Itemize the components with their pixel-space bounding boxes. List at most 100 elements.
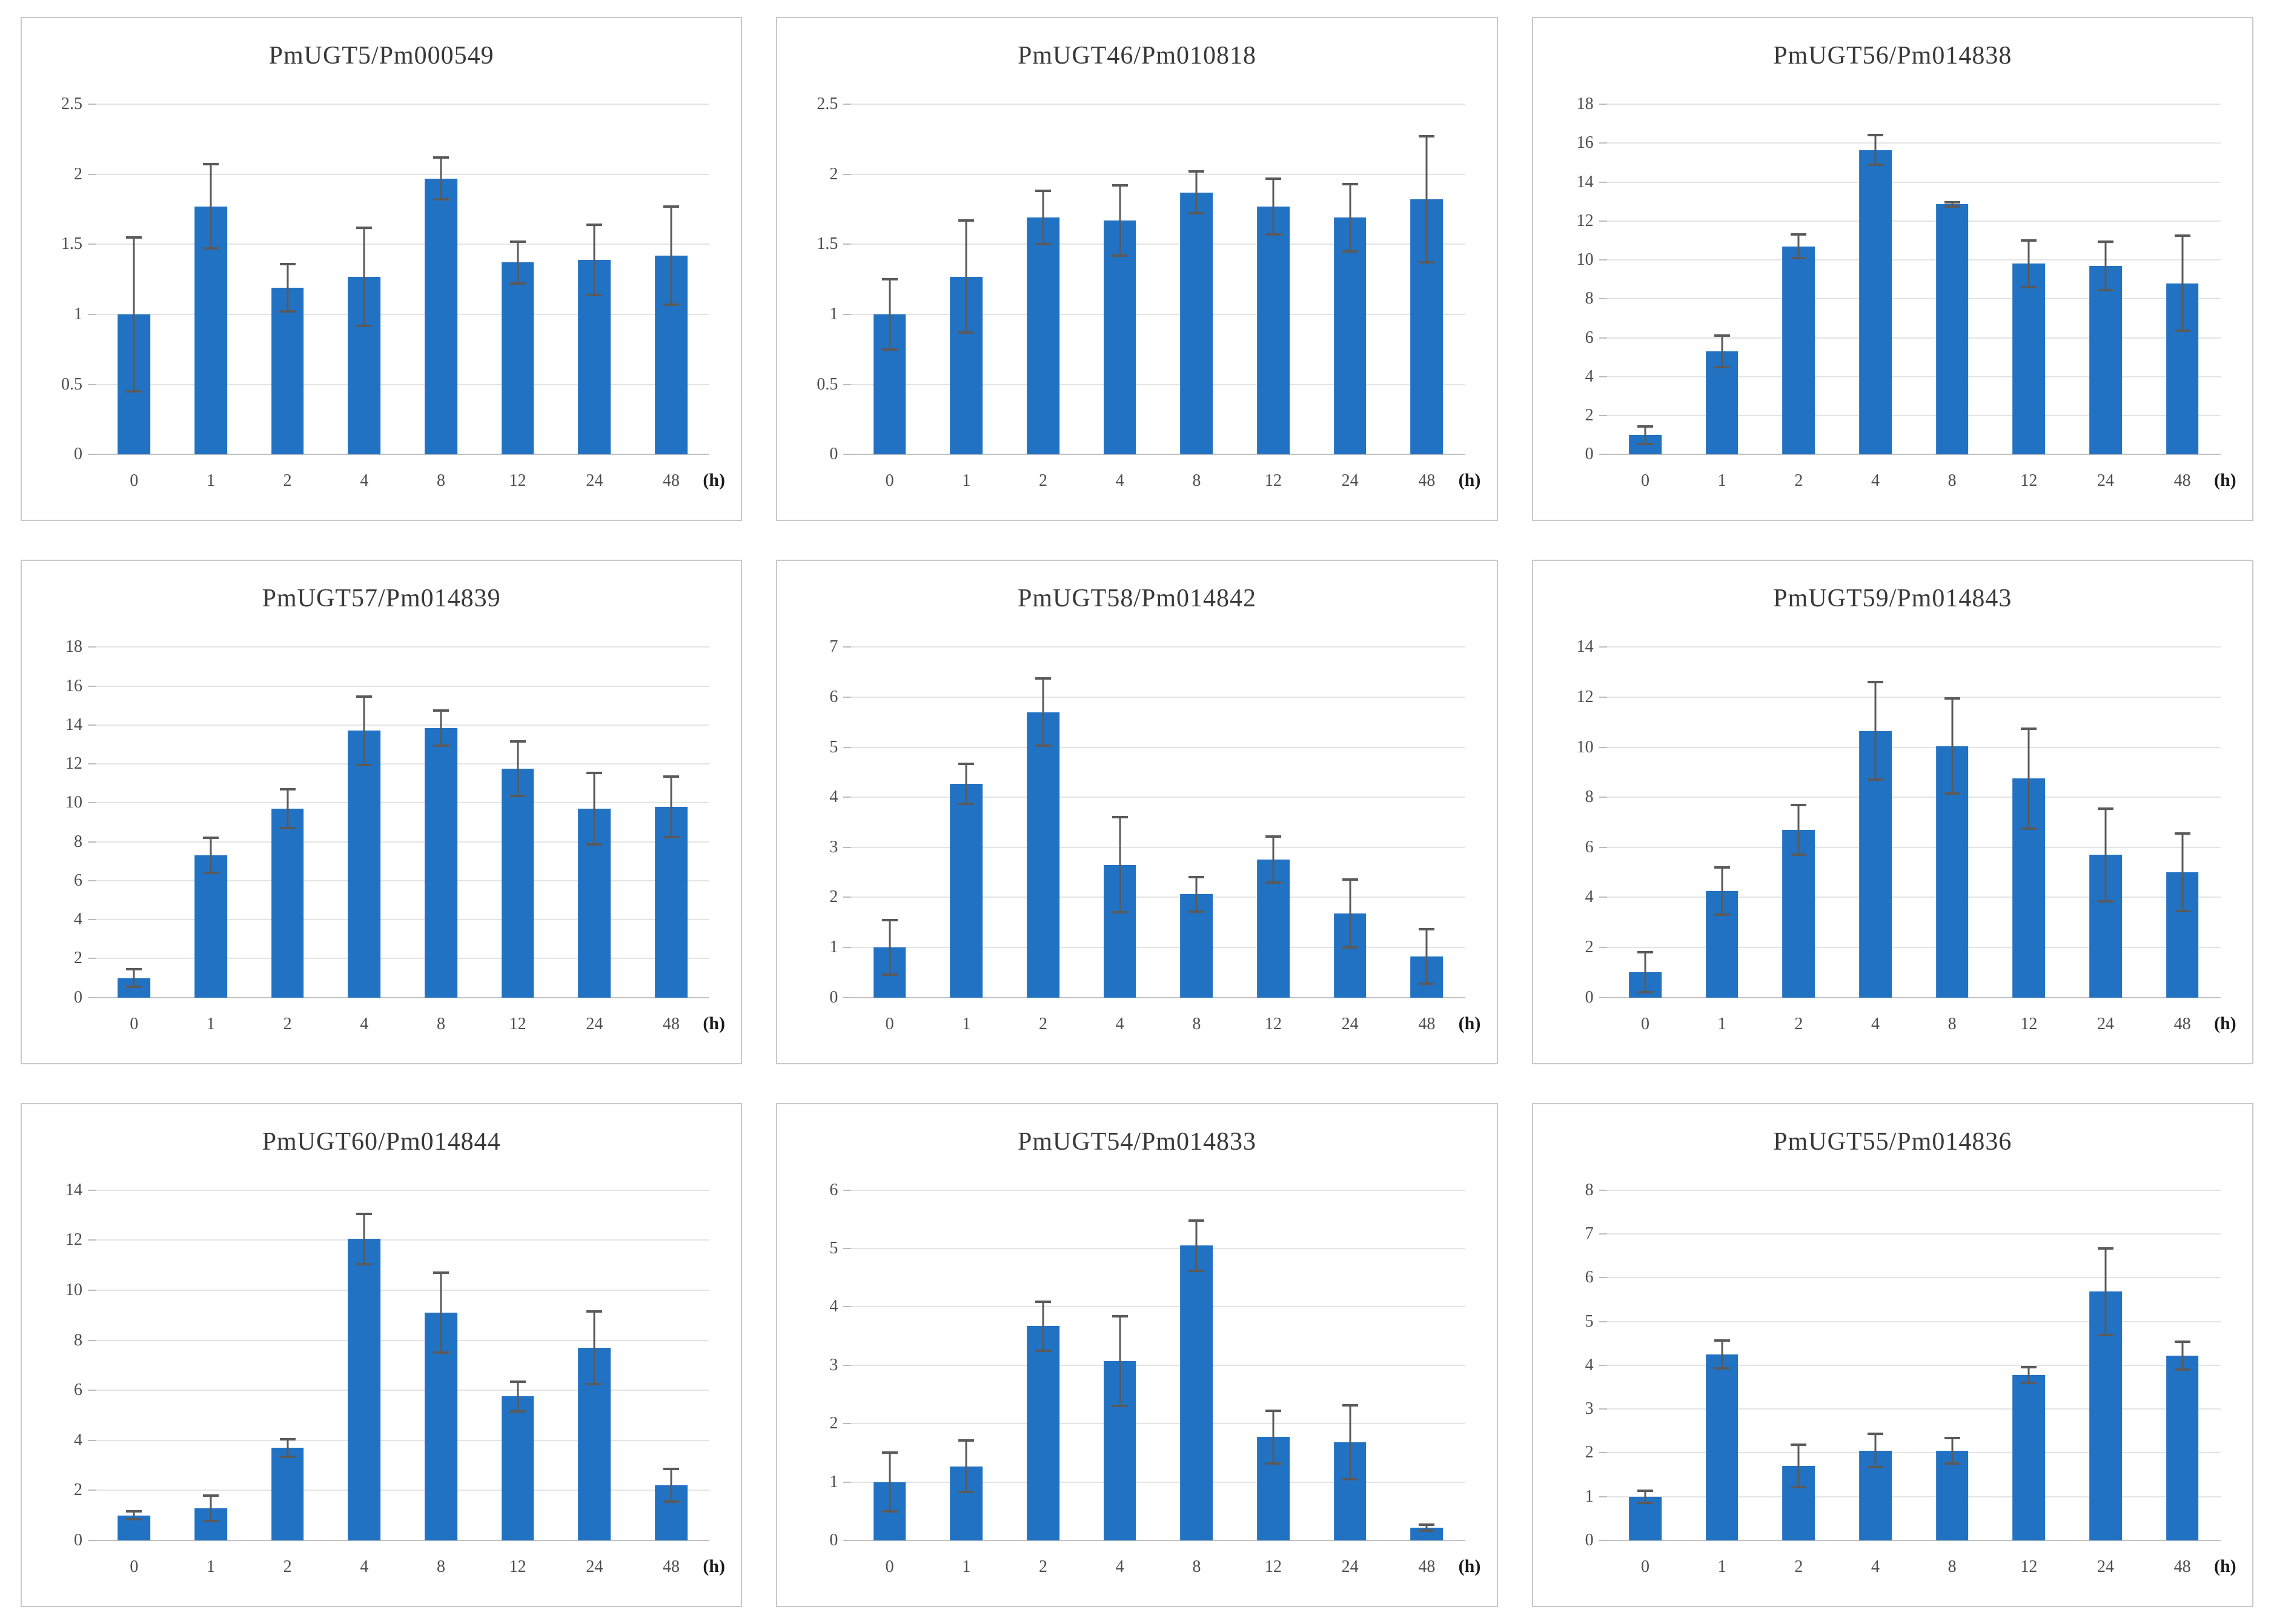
bar [194, 855, 227, 998]
y-axis-tick [1599, 1452, 1607, 1454]
error-bar-cap-bottom [202, 872, 219, 875]
y-tick-label: 1 [829, 305, 838, 323]
y-tick-label: 16 [65, 676, 82, 695]
error-bar-cap-top [958, 762, 975, 765]
x-tick-label: 24 [586, 1014, 603, 1033]
x-tick-label: 48 [2173, 471, 2191, 491]
error-bar-cap-bottom [1714, 1367, 1730, 1370]
plot-area: 0 2 4 6 8 10 12 14 16 18 0 1 2 4 8 12 24 48 (h) [1577, 96, 2236, 489]
y-tick-label: 2 [829, 1414, 838, 1433]
x-tick-label: 1 [962, 471, 971, 491]
error-bar [2181, 235, 2184, 331]
error-bar-cap-top [2097, 1247, 2113, 1250]
error-bar-cap-top [509, 1380, 526, 1383]
gridline [96, 314, 710, 315]
chart-panel-pmugt60: PmUGT60/Pm014844 0 2 4 6 8 10 12 14 0 1 2 4 8 12 24 48 (h… [21, 1102, 743, 1607]
error-bar [1797, 1445, 1800, 1487]
gridline [851, 897, 1465, 898]
plot-area: 0 1 2 3 4 5 6 7 0 1 2 4 8 12 24 48 (h) [829, 638, 1480, 1032]
y-axis-tick [843, 1248, 852, 1250]
x-tick-label: 8 [1947, 471, 1957, 491]
error-bar-cap-top [1637, 951, 1653, 954]
bar [425, 178, 457, 455]
y-tick-label: 0 [829, 445, 838, 464]
y-tick-label: 4 [1585, 1355, 1594, 1374]
y-axis-tick [88, 919, 96, 921]
x-tick-label: 24 [2097, 1014, 2114, 1033]
gridline [96, 646, 710, 648]
bar [2089, 265, 2122, 455]
bar [348, 731, 381, 998]
error-bar-cap-bottom [1944, 792, 1960, 795]
x-tick-label: 8 [436, 471, 445, 491]
x-axis-unit-label: (h) [1458, 470, 1481, 491]
error-bar-cap-bottom [1637, 1501, 1653, 1504]
chart-panel-pmugt5: PmUGT5/Pm000549 0 0.5 1 1.5 2 2.5 0 1 2 4 8 12 24 48 (h… [21, 17, 743, 522]
y-tick-label: 2 [74, 949, 82, 968]
error-bar [1042, 1301, 1044, 1351]
x-tick-label: 1 [206, 1557, 215, 1576]
error-bar [593, 1311, 595, 1384]
gridline [1606, 104, 2221, 105]
error-bar [965, 220, 967, 333]
x-tick-label: 0 [1640, 471, 1649, 491]
error-bar-cap-bottom [1714, 365, 1730, 368]
y-axis-tick [88, 1490, 96, 1491]
y-axis-tick [843, 1423, 852, 1425]
bar [1705, 1354, 1739, 1540]
error-bar-cap-bottom [126, 1517, 142, 1520]
error-bar-cap-top [356, 695, 373, 698]
error-bar-cap-bottom [1112, 1405, 1128, 1408]
gridline [96, 724, 710, 726]
x-axis-unit-label: (h) [2213, 470, 2236, 491]
gridline [1606, 846, 2221, 848]
error-bar-cap-bottom [279, 310, 296, 313]
y-tick-label: 2 [1585, 938, 1594, 957]
error-bar [670, 1469, 672, 1502]
gridline [851, 173, 1465, 175]
x-tick-label: 24 [2097, 471, 2114, 491]
error-bar-cap-bottom [2021, 286, 2037, 289]
y-tick-label: 3 [1585, 1399, 1594, 1419]
x-tick-label: 8 [1947, 1557, 1957, 1576]
gridline [96, 802, 710, 804]
error-bar-cap-top [1035, 190, 1051, 193]
x-tick-label: 12 [509, 1557, 526, 1576]
error-bar-cap-top [1035, 677, 1051, 680]
gridline [851, 1539, 1465, 1541]
y-axis-tick [88, 1439, 96, 1441]
error-bar-cap-top [2174, 832, 2190, 835]
x-tick-label: 24 [2097, 1557, 2114, 1576]
y-axis-tick [88, 1390, 96, 1391]
error-bar-cap-bottom [433, 1351, 449, 1354]
error-bar [1951, 202, 1954, 207]
x-tick-label: 48 [1418, 1557, 1436, 1576]
gridline [96, 1539, 710, 1541]
error-bar-cap-bottom [433, 744, 449, 747]
y-axis-tick [1599, 298, 1607, 300]
gridline [96, 244, 710, 245]
y-axis-tick [88, 383, 96, 385]
y-axis-tick [1599, 746, 1607, 748]
y-axis-tick [1599, 259, 1607, 261]
error-bar-cap-bottom [1637, 991, 1653, 994]
y-tick-label: 6 [1585, 837, 1594, 857]
y-axis-tick [88, 104, 96, 105]
error-bar-cap-top [958, 1439, 975, 1442]
x-tick-label: 4 [360, 471, 369, 491]
error-bar-cap-bottom [1791, 1485, 1807, 1488]
error-bar [363, 697, 365, 765]
error-bar-cap-top [356, 1212, 373, 1215]
y-tick-label: 8 [1585, 1180, 1594, 1199]
y-tick-label: 6 [1585, 328, 1594, 347]
bar [271, 1448, 304, 1540]
error-bar-cap-bottom [958, 1490, 975, 1493]
error-bar-cap-top [1265, 1410, 1281, 1413]
chart-panel-pmugt46: PmUGT46/Pm010818 0 0.5 1 1.5 2 2.5 0 1 2 4 8 12 24 48(… [776, 17, 1498, 522]
error-bar [1119, 185, 1121, 256]
error-bar-cap-bottom [1188, 212, 1205, 215]
y-axis-tick [88, 1189, 96, 1191]
y-tick-label: 14 [65, 715, 82, 734]
chart-panel-pmugt59: PmUGT59/Pm014843 0 2 4 6 8 10 12 14 0 1 2 4 8 12 24 48 (h… [1531, 560, 2253, 1064]
y-tick-label: 0.5 [61, 374, 82, 394]
